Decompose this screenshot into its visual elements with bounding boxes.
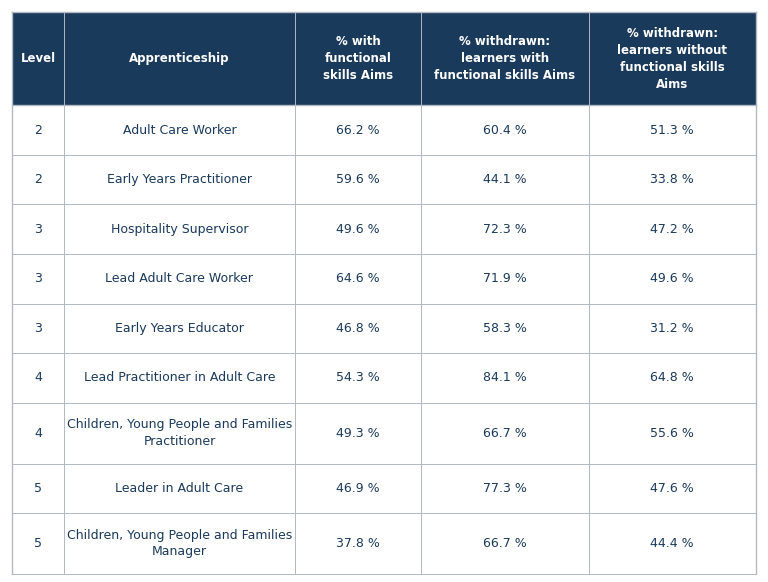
Text: Children, Young People and Families
Practitioner: Children, Young People and Families Prac… [67, 418, 292, 448]
Text: 5: 5 [34, 537, 42, 550]
Text: 2: 2 [34, 123, 42, 137]
Text: 71.9 %: 71.9 % [483, 272, 527, 285]
Text: 44.4 %: 44.4 % [650, 537, 694, 550]
Text: 59.6 %: 59.6 % [336, 173, 380, 186]
Text: 77.3 %: 77.3 % [483, 482, 527, 495]
Text: Early Years Educator: Early Years Educator [115, 322, 243, 335]
Text: 46.8 %: 46.8 % [336, 322, 380, 335]
Text: 46.9 %: 46.9 % [336, 482, 379, 495]
Text: Lead Adult Care Worker: Lead Adult Care Worker [105, 272, 253, 285]
Text: Adult Care Worker: Adult Care Worker [123, 123, 237, 137]
Text: Hospitality Supervisor: Hospitality Supervisor [111, 223, 248, 236]
Bar [12, 304, 756, 353]
Text: 66.7 %: 66.7 % [483, 537, 527, 550]
Text: Level: Level [21, 52, 55, 65]
Text: 47.6 %: 47.6 % [650, 482, 694, 495]
Text: 3: 3 [34, 272, 42, 285]
Text: 49.6 %: 49.6 % [650, 272, 694, 285]
Text: 54.3 %: 54.3 % [336, 371, 380, 384]
Text: Children, Young People and Families
Manager: Children, Young People and Families Mana… [67, 529, 292, 558]
Text: Leader in Adult Care: Leader in Adult Care [115, 482, 243, 495]
Bar [12, 353, 756, 403]
Text: Lead Practitioner in Adult Care: Lead Practitioner in Adult Care [84, 371, 275, 384]
Bar [12, 513, 756, 574]
Bar [12, 463, 756, 513]
Text: 2: 2 [34, 173, 42, 186]
Text: % with
functional
skills Aims: % with functional skills Aims [323, 35, 393, 82]
Bar [12, 403, 756, 463]
Text: 44.1 %: 44.1 % [483, 173, 527, 186]
Bar [12, 204, 756, 254]
Text: % withdrawn:
learners with
functional skills Aims: % withdrawn: learners with functional sk… [435, 35, 575, 82]
Text: 31.2 %: 31.2 % [650, 322, 694, 335]
Text: 72.3 %: 72.3 % [483, 223, 527, 236]
Text: 4: 4 [34, 371, 42, 384]
Text: 37.8 %: 37.8 % [336, 537, 380, 550]
Text: 55.6 %: 55.6 % [650, 427, 694, 439]
Bar [12, 105, 756, 155]
Text: 64.6 %: 64.6 % [336, 272, 379, 285]
Bar [12, 254, 756, 304]
Text: 5: 5 [34, 482, 42, 495]
Text: 58.3 %: 58.3 % [483, 322, 527, 335]
Text: 4: 4 [34, 427, 42, 439]
Text: % withdrawn:
learners without
functional skills
Aims: % withdrawn: learners without functional… [617, 27, 727, 91]
Text: 64.8 %: 64.8 % [650, 371, 694, 384]
Text: 60.4 %: 60.4 % [483, 123, 527, 137]
Text: 84.1 %: 84.1 % [483, 371, 527, 384]
Text: Early Years Practitioner: Early Years Practitioner [107, 173, 252, 186]
Text: 33.8 %: 33.8 % [650, 173, 694, 186]
Bar [12, 12, 756, 105]
Text: 3: 3 [34, 322, 42, 335]
Text: 66.2 %: 66.2 % [336, 123, 379, 137]
Text: 51.3 %: 51.3 % [650, 123, 694, 137]
Text: 47.2 %: 47.2 % [650, 223, 694, 236]
Text: 49.3 %: 49.3 % [336, 427, 379, 439]
Bar [12, 155, 756, 204]
Text: 3: 3 [34, 223, 42, 236]
Text: Apprenticeship: Apprenticeship [129, 52, 230, 65]
Text: 49.6 %: 49.6 % [336, 223, 379, 236]
Text: 66.7 %: 66.7 % [483, 427, 527, 439]
